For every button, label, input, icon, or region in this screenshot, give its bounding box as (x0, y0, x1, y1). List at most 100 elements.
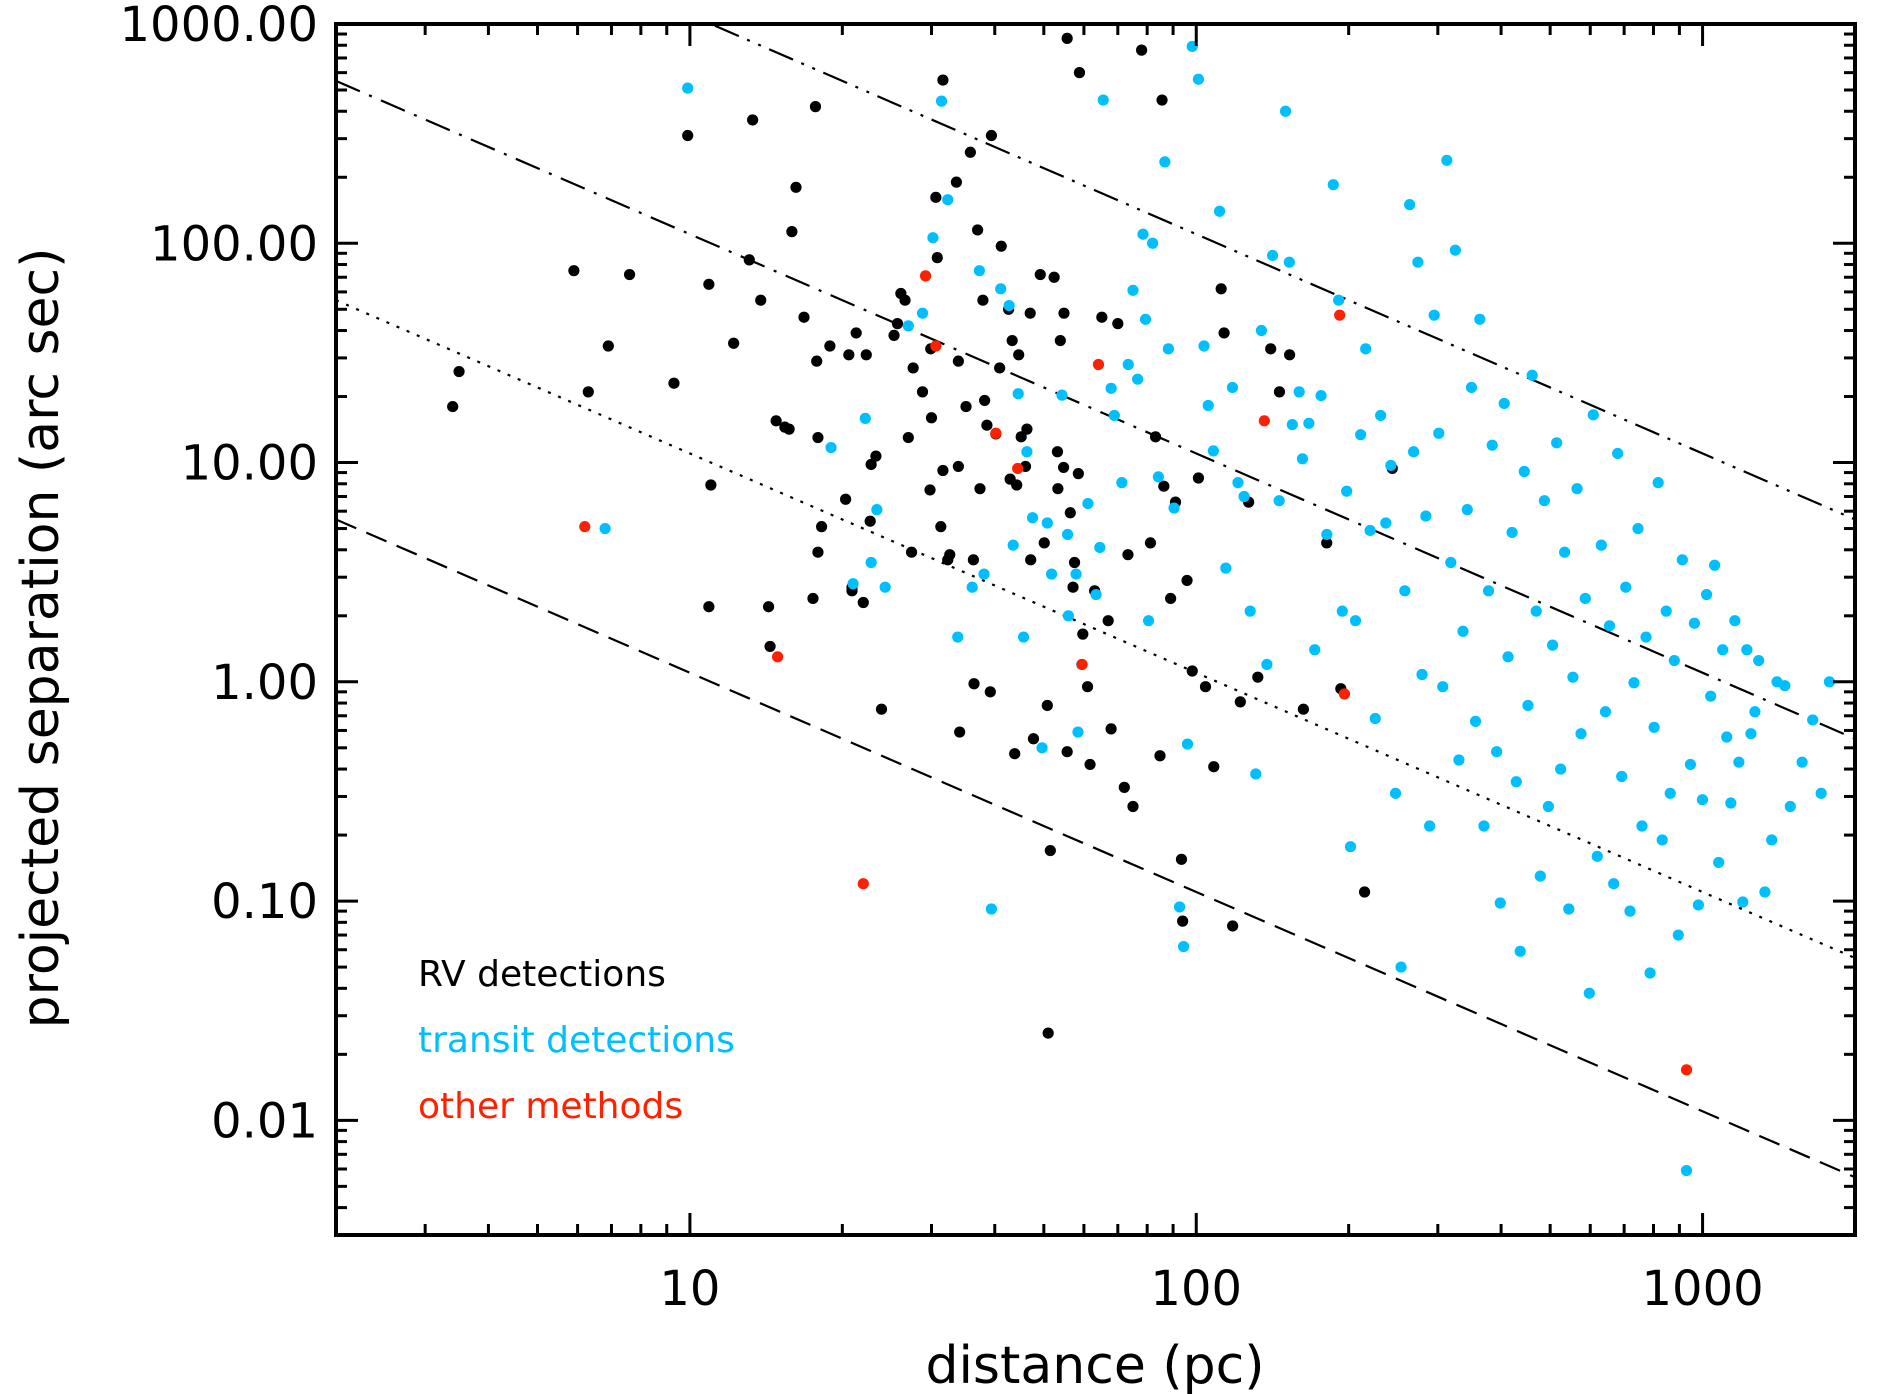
data-point (1696, 794, 1709, 806)
data-point (985, 903, 998, 915)
x-tick-label: 10 (659, 1261, 720, 1317)
data-point (668, 377, 680, 389)
data-point (930, 191, 942, 203)
data-point (1218, 327, 1230, 339)
data-point (1327, 179, 1339, 191)
data-point (1807, 714, 1819, 726)
data-point (1491, 746, 1503, 758)
data-point (847, 578, 859, 590)
data-point (1441, 154, 1453, 166)
data-point (1424, 820, 1436, 832)
data-point (1522, 699, 1534, 712)
data-point (927, 232, 939, 244)
data-point (1096, 311, 1108, 323)
data-point (1375, 409, 1387, 422)
data-point (1036, 742, 1048, 754)
data-point (1542, 800, 1554, 813)
data-point (1064, 507, 1076, 519)
data-point (1250, 768, 1262, 780)
data-point (1072, 726, 1084, 738)
data-point (1725, 797, 1737, 809)
data-point (994, 362, 1006, 374)
data-point (937, 464, 949, 477)
data-point (1321, 537, 1333, 549)
data-point (1021, 423, 1033, 435)
data-point (1283, 256, 1295, 268)
data-point (1258, 415, 1270, 427)
data-point (1355, 429, 1367, 441)
data-point (1220, 562, 1232, 574)
data-point (1025, 554, 1037, 566)
data-point (1721, 731, 1733, 743)
data-point (1057, 461, 1070, 474)
data-point (1265, 343, 1277, 355)
data-point (1815, 787, 1827, 799)
data-point (1175, 853, 1188, 865)
data-point (935, 521, 947, 533)
data-point (1013, 349, 1025, 361)
data-point (1147, 237, 1159, 249)
data-point (1692, 899, 1705, 911)
data-point (1465, 381, 1478, 394)
legend-item-transit: transit detections (418, 1020, 735, 1061)
data-point (1017, 631, 1030, 643)
data-point (1165, 592, 1177, 605)
data-point (1215, 283, 1227, 295)
data-point (1779, 680, 1791, 692)
data-point (1092, 358, 1105, 371)
data-point (1094, 541, 1106, 554)
data-point (974, 483, 986, 495)
data-point (960, 400, 972, 413)
data-point (1226, 381, 1239, 394)
data-point (1449, 244, 1461, 256)
data-point (1052, 483, 1064, 495)
data-point (1526, 369, 1538, 381)
data-point (1551, 437, 1563, 449)
data-point (1349, 615, 1362, 627)
data-point (1399, 585, 1411, 597)
data-point (1336, 605, 1348, 617)
data-point (1181, 574, 1193, 587)
data-point (1207, 445, 1219, 457)
data-point (1579, 592, 1591, 605)
data-point (1684, 758, 1697, 771)
data-point (1620, 581, 1632, 593)
data-point (1705, 690, 1717, 702)
data-point (905, 546, 918, 558)
data-point (1173, 901, 1186, 913)
data-point (1244, 605, 1256, 617)
data-point (1198, 340, 1210, 352)
data-point (602, 340, 614, 352)
data-point (1232, 477, 1244, 489)
data-point (1286, 418, 1298, 431)
data-point (870, 450, 882, 462)
data-point (1385, 459, 1397, 472)
data-point (1054, 334, 1066, 347)
data-point (682, 129, 694, 142)
x-tick-label: 100 (1150, 1261, 1242, 1317)
data-point (1599, 706, 1612, 718)
data-point (1766, 834, 1778, 846)
data-point (1136, 44, 1148, 56)
data-point (1034, 268, 1046, 281)
data-point (1737, 896, 1749, 908)
data-point (857, 878, 869, 890)
data-point (1644, 967, 1656, 979)
data-point (1072, 468, 1084, 480)
data-point (1482, 585, 1495, 597)
data-point (1127, 800, 1139, 813)
data-point (1559, 546, 1571, 558)
data-point (1137, 228, 1149, 240)
data-point (1680, 1064, 1693, 1076)
data-point (1061, 746, 1073, 758)
data-point (1656, 834, 1668, 846)
data-points (447, 32, 1836, 1177)
data-point (1296, 453, 1309, 465)
data-point (981, 419, 993, 431)
data-point (952, 631, 964, 643)
data-point (1648, 721, 1660, 733)
data-point (1745, 728, 1757, 740)
data-point (1676, 554, 1688, 566)
data-point (1012, 388, 1024, 400)
data-point (1478, 820, 1490, 832)
